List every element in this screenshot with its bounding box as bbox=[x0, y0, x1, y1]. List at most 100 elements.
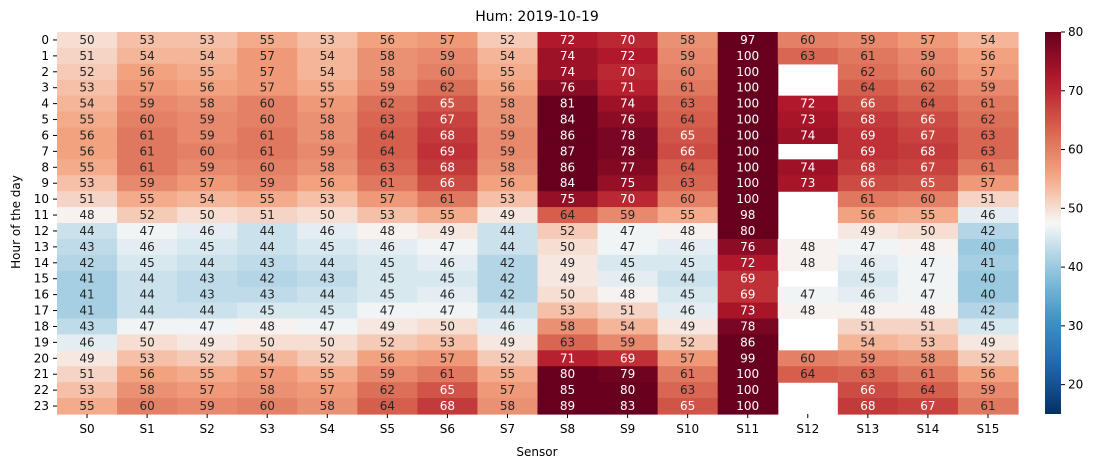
x-axis: S0 S1 S2 S3 S4 S5 S6 S7 S8 S9 S10 S11 S12 S13 S14 S15 bbox=[79, 414, 999, 436]
cell-value-label: 45 bbox=[320, 304, 335, 318]
cell-value-label: 56 bbox=[139, 65, 154, 79]
heatmap-cell bbox=[957, 191, 1019, 208]
heatmap-cell bbox=[57, 95, 118, 113]
cell-value-label: 64 bbox=[380, 128, 395, 142]
heatmap-cell bbox=[117, 79, 178, 97]
heatmap-cell bbox=[957, 32, 1019, 49]
heatmap-cell bbox=[717, 47, 779, 65]
x-tick-label: S6 bbox=[440, 422, 455, 436]
heatmap-cell bbox=[957, 366, 1019, 383]
heatmap-cell bbox=[477, 254, 539, 272]
cell-value-label: 100 bbox=[736, 144, 759, 158]
cell-value-label: 45 bbox=[380, 288, 395, 302]
cell-value-label: 46 bbox=[980, 208, 995, 222]
cell-value-label: 77 bbox=[620, 160, 635, 174]
heatmap-cell bbox=[417, 175, 479, 192]
heatmap-cell bbox=[897, 63, 959, 81]
cell-value-label: 46 bbox=[440, 288, 455, 302]
heatmap-cell bbox=[417, 143, 479, 160]
cell-value-label: 64 bbox=[680, 160, 695, 174]
y-tick-label: 8 bbox=[41, 160, 49, 174]
cell-value-label: 89 bbox=[560, 399, 575, 413]
cell-value-label: 58 bbox=[320, 399, 335, 413]
cell-value-label: 63 bbox=[860, 367, 875, 381]
x-tick-label: S12 bbox=[796, 422, 819, 436]
cell-value-label: 74 bbox=[800, 128, 815, 142]
cell-value-label: 66 bbox=[920, 113, 935, 127]
cell-value-label: 63 bbox=[380, 113, 395, 127]
heatmap-cell bbox=[777, 302, 839, 320]
heatmap-cell bbox=[957, 175, 1019, 192]
y-tick-label: 15 bbox=[34, 272, 49, 286]
cell-value-label: 73 bbox=[800, 113, 815, 127]
heatmap-cell bbox=[117, 286, 178, 304]
cell-value-label: 44 bbox=[260, 240, 275, 254]
heatmap-cell bbox=[117, 318, 178, 336]
cell-value-label: 100 bbox=[736, 192, 759, 206]
cell-value-label: 59 bbox=[860, 351, 875, 365]
cell-value-label: 55 bbox=[500, 367, 515, 381]
cell-value-label: 53 bbox=[500, 192, 515, 206]
cell-value-label: 57 bbox=[260, 367, 275, 381]
colorbar-tick-label: 30 bbox=[1068, 319, 1083, 333]
cell-value-label: 50 bbox=[79, 33, 94, 47]
heatmap-cell bbox=[837, 254, 899, 272]
heatmap-cell bbox=[237, 47, 298, 65]
cell-value-label: 48 bbox=[800, 304, 815, 318]
cell-value-label: 74 bbox=[620, 97, 635, 111]
cell-value-label: 57 bbox=[380, 192, 395, 206]
cell-value-label: 43 bbox=[260, 288, 275, 302]
heatmap-cell bbox=[597, 207, 659, 224]
heatmap-cell bbox=[57, 382, 118, 399]
heatmap-cell bbox=[57, 398, 118, 415]
heatmap-cell bbox=[297, 350, 358, 367]
cell-value-label: 49 bbox=[680, 319, 695, 333]
heatmap-cell bbox=[417, 318, 479, 336]
heatmap-cell bbox=[717, 63, 779, 81]
cell-value-label: 43 bbox=[200, 288, 215, 302]
heatmap-cell bbox=[957, 223, 1019, 240]
cell-value-label: 45 bbox=[440, 272, 455, 286]
heatmap-cell bbox=[717, 159, 779, 176]
cell-value-label: 100 bbox=[736, 65, 759, 79]
cell-value-label: 54 bbox=[320, 49, 335, 63]
heatmap-cell bbox=[297, 318, 358, 336]
heatmap-cell bbox=[717, 175, 779, 192]
cell-value-label: 46 bbox=[440, 256, 455, 270]
heatmap-cell bbox=[297, 238, 358, 256]
heatmap-cell bbox=[477, 207, 539, 224]
heatmap-cell bbox=[837, 398, 899, 415]
cell-value-label: 59 bbox=[380, 81, 395, 95]
cell-value-label: 48 bbox=[79, 208, 94, 222]
cell-value-label: 50 bbox=[560, 288, 575, 302]
colorbar-tick-label: 50 bbox=[1068, 201, 1083, 215]
heatmap-cell bbox=[117, 334, 178, 351]
cell-value-label: 59 bbox=[920, 49, 935, 63]
cell-value-label: 53 bbox=[440, 335, 455, 349]
heatmap-cell bbox=[657, 318, 719, 336]
heatmap-cell bbox=[777, 159, 839, 176]
y-tick-label: 11 bbox=[34, 208, 49, 222]
heatmap-cell bbox=[177, 382, 238, 399]
cell-value-label: 47 bbox=[139, 224, 154, 238]
heatmap-cell bbox=[357, 127, 418, 145]
cell-value-label: 57 bbox=[260, 81, 275, 95]
heatmap-cell bbox=[297, 254, 358, 272]
heatmap-cell bbox=[597, 47, 659, 65]
cell-value-label: 53 bbox=[320, 192, 335, 206]
cell-value-label: 58 bbox=[920, 351, 935, 365]
heatmap-cell bbox=[177, 127, 238, 145]
heatmap-cell bbox=[837, 270, 899, 288]
cell-value-label: 47 bbox=[380, 304, 395, 318]
cell-value-label: 64 bbox=[380, 399, 395, 413]
heatmap-cell bbox=[537, 398, 599, 415]
heatmap-cell bbox=[537, 143, 599, 160]
cell-value-label: 49 bbox=[500, 208, 515, 222]
heatmap-cell bbox=[717, 270, 779, 288]
heatmap-cell bbox=[477, 398, 539, 415]
cell-value-label: 78 bbox=[740, 319, 755, 333]
heatmap-cell bbox=[597, 79, 659, 97]
heatmap-cell bbox=[597, 366, 659, 383]
heatmap-cell bbox=[477, 175, 539, 192]
